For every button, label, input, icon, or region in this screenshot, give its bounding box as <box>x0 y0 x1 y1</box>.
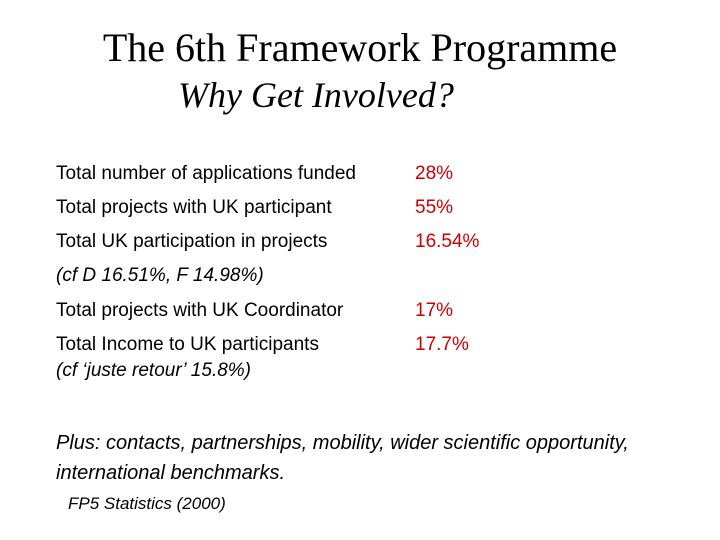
income-comparison-note: (cf ‘juste retour’ 15.8%) <box>56 360 252 381</box>
stat-label-applications-funded: Total number of applications funded <box>56 163 356 184</box>
plus-benefits-text: Plus: contacts, partnerships, mobility, … <box>56 432 629 484</box>
stat-label-uk-participation: Total UK participation in projects <box>56 231 328 252</box>
stat-value-uk-income: 17.7% <box>415 334 469 355</box>
source-citation: FP5 Statistics (2000) <box>68 494 226 513</box>
stat-value-applications-funded: 28% <box>415 163 454 184</box>
stat-label-uk-participant: Total projects with UK participant <box>56 197 332 218</box>
slide-subtitle: Why Get Involved? <box>178 75 454 115</box>
stat-value-uk-participant: 55% <box>415 197 454 218</box>
stat-label-uk-coordinator: Total projects with UK Coordinator <box>56 300 344 321</box>
stat-value-uk-coordinator: 17% <box>415 300 454 321</box>
stat-value-uk-participation: 16.54% <box>415 231 480 252</box>
stat-label-uk-income: Total Income to UK participants <box>56 334 319 355</box>
slide-title: The 6th Framework Programme <box>102 25 618 70</box>
participation-comparison-note: (cf D 16.51%, F 14.98%) <box>56 265 264 286</box>
